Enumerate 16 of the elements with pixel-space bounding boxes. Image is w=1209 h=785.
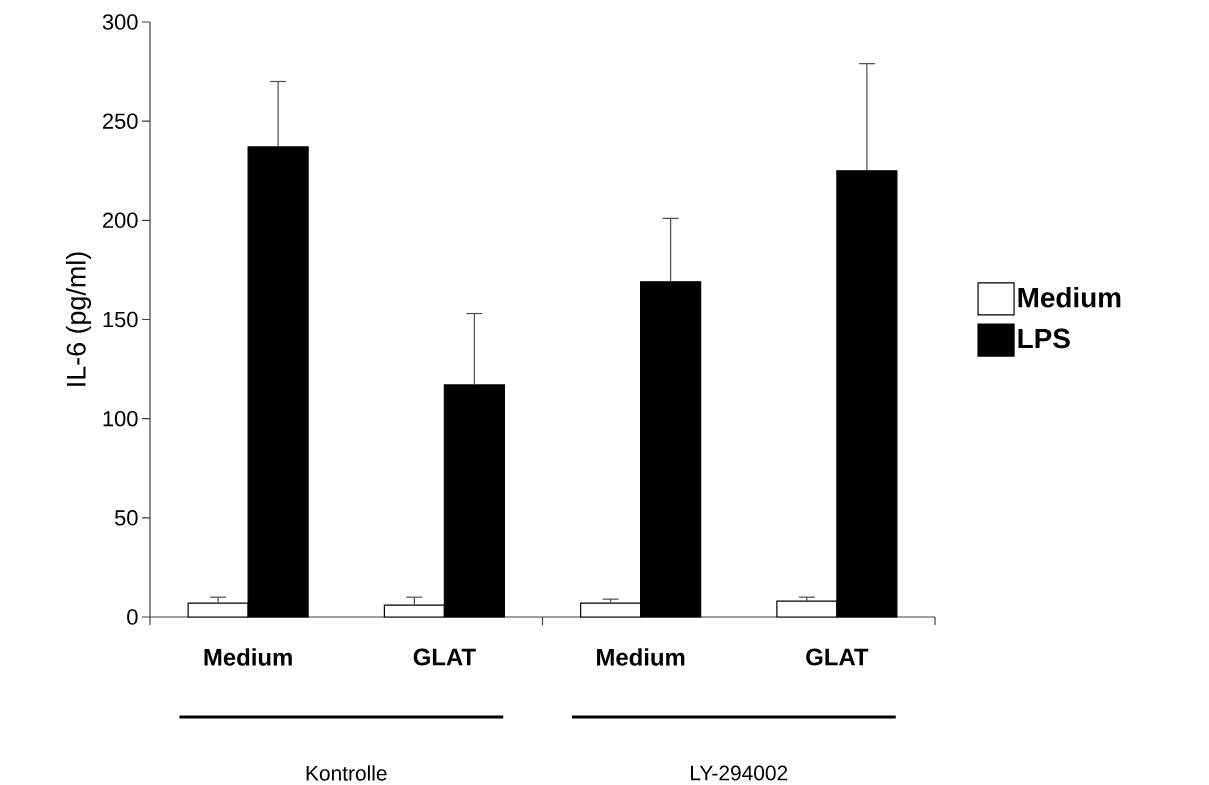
x-tick-label: Medium: [597, 648, 685, 666]
y-tick-label: 0: [127, 609, 138, 625]
y-tick-label: 250: [103, 113, 138, 129]
text: Kontrolle: [306, 765, 387, 781]
y-tick-label: 200: [103, 212, 138, 229]
x-tick-label: GLAT: [806, 648, 869, 666]
legend-label: LPS: [1018, 328, 1070, 349]
y-axis-title: IL-6 (pg/ml): [65, 252, 92, 386]
legend-label: Medium: [1018, 287, 1121, 308]
y-tick-label: 50: [114, 510, 138, 526]
y-tick-label: 100: [103, 410, 138, 427]
x-tick-label: Medium: [204, 648, 292, 666]
y-tick-label: 150: [103, 311, 138, 328]
text: LY-294002: [691, 765, 788, 781]
y-tick-label: 300: [102, 14, 138, 30]
x-tick-label: GLAT: [413, 648, 476, 666]
